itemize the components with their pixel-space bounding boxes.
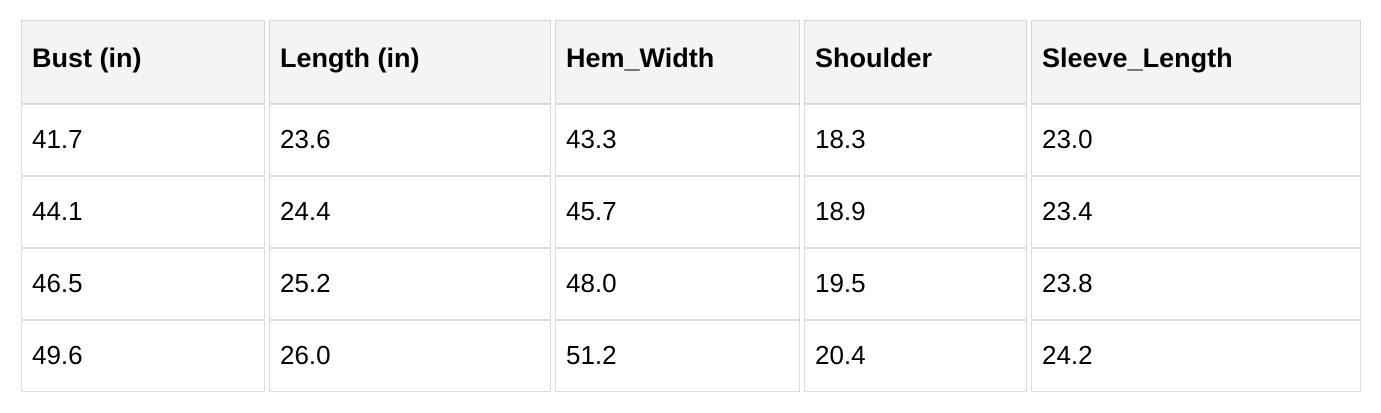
table-cell: 43.3 bbox=[555, 104, 800, 176]
table-row: 41.7 23.6 43.3 18.3 23.0 bbox=[21, 104, 1361, 176]
column-header-length-in: Length (in) bbox=[269, 20, 551, 104]
header-row: Bust (in) Length (in) Hem_Width Shoulder Sle… bbox=[21, 20, 1361, 104]
table-body: 41.7 23.6 43.3 18.3 23.0 44.1 24.4 45.7 18.9 23.4… bbox=[21, 104, 1361, 392]
table-cell: 48.0 bbox=[555, 248, 800, 320]
column-header-sleeve-length: Sleeve_Length bbox=[1031, 20, 1361, 104]
measurement-table: Bust (in) Length (in) Hem_Width Shoulder Sle… bbox=[17, 20, 1365, 392]
table-cell: 46.5 bbox=[21, 248, 265, 320]
column-header-bust-in: Bust (in) bbox=[21, 20, 265, 104]
column-header-hem-width: Hem_Width bbox=[555, 20, 800, 104]
table-cell: 24.4 bbox=[269, 176, 551, 248]
table-cell: 49.6 bbox=[21, 320, 265, 392]
table-cell: 41.7 bbox=[21, 104, 265, 176]
table-cell: 19.5 bbox=[804, 248, 1027, 320]
table-cell: 25.2 bbox=[269, 248, 551, 320]
table-cell: 24.2 bbox=[1031, 320, 1361, 392]
table-cell: 23.6 bbox=[269, 104, 551, 176]
column-header-shoulder: Shoulder bbox=[804, 20, 1027, 104]
table-cell: 23.0 bbox=[1031, 104, 1361, 176]
table-row: 44.1 24.4 45.7 18.9 23.4 bbox=[21, 176, 1361, 248]
table-row: 49.6 26.0 51.2 20.4 24.2 bbox=[21, 320, 1361, 392]
table-header: Bust (in) Length (in) Hem_Width Shoulder Sle… bbox=[21, 20, 1361, 104]
table-cell: 18.9 bbox=[804, 176, 1027, 248]
table-cell: 20.4 bbox=[804, 320, 1027, 392]
table-cell: 51.2 bbox=[555, 320, 800, 392]
table-cell: 45.7 bbox=[555, 176, 800, 248]
table-row: 46.5 25.2 48.0 19.5 23.8 bbox=[21, 248, 1361, 320]
table-cell: 26.0 bbox=[269, 320, 551, 392]
table-cell: 23.4 bbox=[1031, 176, 1361, 248]
table-cell: 23.8 bbox=[1031, 248, 1361, 320]
table-cell: 18.3 bbox=[804, 104, 1027, 176]
table-cell: 44.1 bbox=[21, 176, 265, 248]
